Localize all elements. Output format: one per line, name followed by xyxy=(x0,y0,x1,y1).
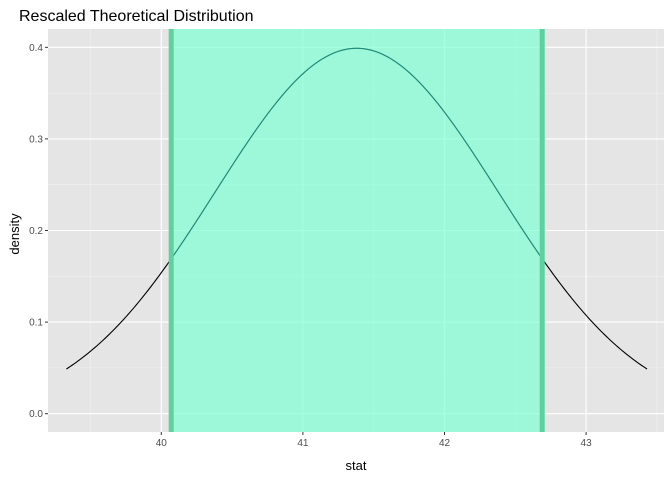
y-tick-label: 0.2 xyxy=(29,226,43,237)
y-tick-label: 0.1 xyxy=(29,318,43,329)
x-tick-label: 40 xyxy=(156,438,168,449)
x-tick-label: 42 xyxy=(439,438,451,449)
x-tick-label: 43 xyxy=(581,438,593,449)
y-tick-label: 0.0 xyxy=(29,409,43,420)
y-axis-title: density xyxy=(7,213,22,255)
axes: 40 41 42 43 0.0 0.1 0.2 0.3 0.4 xyxy=(29,43,592,449)
chart-title: Rescaled Theoretical Distribution xyxy=(19,8,253,25)
shaded-interval xyxy=(171,29,543,432)
y-tick-label: 0.3 xyxy=(29,134,43,145)
plot-panel xyxy=(48,29,664,432)
y-tick-label: 0.4 xyxy=(29,43,43,54)
x-axis-title: stat xyxy=(346,458,367,473)
density-curve-inside-interval xyxy=(170,47,543,260)
x-tick-label: 41 xyxy=(297,438,309,449)
